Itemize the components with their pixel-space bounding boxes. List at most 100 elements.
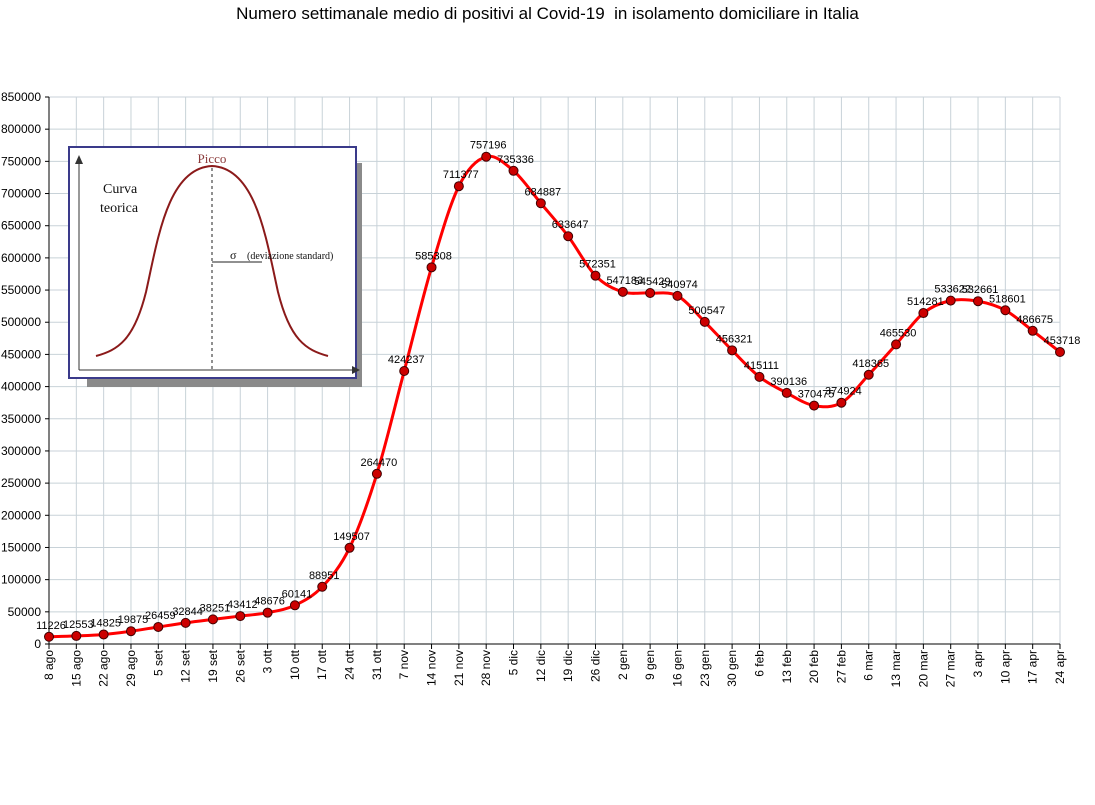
data-point (426, 262, 437, 273)
y-tick-label: 550000 (1, 283, 41, 297)
data-label: 585308 (415, 250, 452, 262)
data-label: 14825 (90, 617, 121, 629)
data-label: 38251 (200, 602, 231, 614)
inset-theoretical-curve: Picco Curva teorica σ (deviazione standa… (68, 146, 362, 387)
y-tick-label: 600000 (1, 251, 41, 265)
data-label: 43412 (227, 599, 258, 611)
data-point (44, 631, 54, 642)
data-label: 415111 (744, 360, 779, 372)
data-point (125, 626, 136, 637)
data-label: 370475 (798, 389, 835, 401)
x-tick-label: 26 set (233, 649, 247, 682)
y-tick-label: 850000 (1, 90, 41, 104)
data-label: 374924 (825, 386, 862, 398)
data-point (344, 542, 355, 553)
inset-sigma-label: (deviazione standard) (247, 251, 333, 262)
data-point (481, 151, 492, 162)
x-tick-label: 6 mar (862, 650, 876, 681)
inset-y-arrow-icon (75, 155, 83, 164)
inset-peak-label: Picco (198, 151, 227, 166)
data-points (44, 151, 1065, 642)
x-tick-label: 20 feb (807, 650, 821, 684)
data-label: 735336 (497, 154, 534, 166)
x-tick-label: 2 gen (616, 650, 630, 680)
data-label: 633647 (552, 219, 589, 231)
data-point (836, 397, 847, 408)
x-tick-label: 23 gen (698, 650, 712, 687)
y-tick-label: 450000 (1, 347, 41, 361)
x-tick-label: 15 ago (69, 650, 83, 687)
y-tick-label: 350000 (1, 412, 41, 426)
x-tick-label: 7 nov (397, 650, 411, 679)
data-label: 390136 (770, 376, 807, 388)
data-point (727, 345, 738, 356)
y-tick-label: 150000 (1, 540, 41, 554)
data-point (535, 198, 546, 209)
data-point (180, 617, 191, 628)
x-tick-label: 22 ago (97, 650, 111, 687)
x-tick-label: 24 apr (1053, 650, 1067, 684)
x-tick-label: 30 gen (725, 650, 739, 687)
x-tick-label: 12 dic (534, 650, 548, 682)
data-point (153, 621, 164, 632)
data-point (1055, 347, 1065, 358)
data-label: 19875 (118, 614, 149, 626)
x-tick-label: 19 dic (561, 650, 575, 682)
y-tick-label: 650000 (1, 219, 41, 233)
data-point (918, 308, 929, 319)
data-point (207, 614, 218, 625)
x-axis-ticks: 8 ago 15 ago 22 ago 29 ago 5 set 12 set 19 set… (42, 644, 1067, 687)
data-label: 711377 (443, 169, 479, 181)
x-tick-label: 5 set (151, 649, 165, 676)
data-label: 456321 (716, 333, 753, 345)
data-point (289, 600, 300, 611)
x-tick-label: 9 gen (643, 650, 657, 680)
data-label: 547183 (606, 275, 643, 287)
inset-bell-curve (95, 164, 329, 357)
x-tick-label: 3 ott (261, 649, 275, 673)
data-point (262, 607, 273, 618)
data-label: 518601 (989, 293, 1026, 305)
data-label: 264470 (361, 457, 398, 469)
x-tick-label: 27 mar (944, 650, 958, 687)
data-label: 757196 (470, 140, 507, 152)
data-label: 500547 (688, 305, 725, 317)
data-label: 572351 (579, 259, 616, 271)
y-tick-label: 300000 (1, 444, 41, 458)
data-point (71, 630, 82, 641)
y-tick-label: 800000 (1, 122, 41, 136)
data-point (235, 611, 246, 622)
x-tick-label: 6 feb (752, 650, 766, 677)
y-tick-label: 100000 (1, 573, 41, 587)
data-label: 88951 (309, 570, 340, 582)
axes (48, 97, 1060, 645)
data-label: 12553 (63, 619, 94, 631)
data-point (863, 369, 874, 380)
data-point (781, 387, 792, 398)
data-point (563, 231, 574, 242)
x-tick-label: 13 feb (780, 650, 794, 684)
x-tick-label: 21 nov (452, 650, 466, 686)
data-label: 11226 (36, 620, 66, 632)
x-tick-label: 5 dic (507, 650, 521, 675)
x-tick-label: 31 ott (370, 649, 384, 680)
data-label: 545429 (634, 276, 671, 288)
data-point (809, 400, 820, 411)
data-label: 684887 (524, 186, 561, 198)
data-label: 453718 (1044, 335, 1081, 347)
data-label: 424237 (388, 354, 425, 366)
data-point (453, 181, 464, 192)
x-tick-label: 14 nov (425, 650, 439, 686)
data-point (645, 288, 656, 299)
data-point (1000, 305, 1011, 316)
x-tick-label: 8 ago (42, 650, 56, 680)
data-point (317, 581, 328, 592)
y-tick-label: 700000 (1, 187, 41, 201)
data-point (590, 270, 601, 281)
x-tick-label: 27 feb (834, 650, 848, 684)
x-tick-label: 29 ago (124, 650, 138, 687)
x-tick-label: 3 apr (971, 650, 985, 677)
data-point (945, 295, 956, 306)
x-tick-label: 17 apr (1026, 650, 1040, 684)
x-tick-label: 19 set (206, 649, 220, 682)
